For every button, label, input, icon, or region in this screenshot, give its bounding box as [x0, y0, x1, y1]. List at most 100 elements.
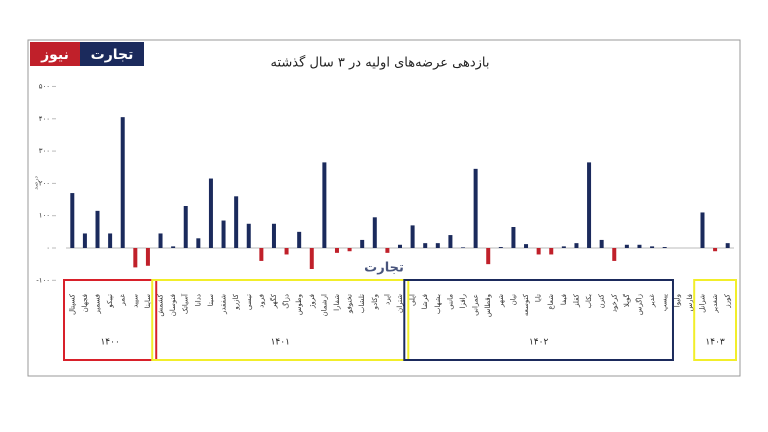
- x-tick-label: فنوسان: [169, 294, 177, 316]
- bar: [360, 239, 365, 248]
- x-tick-label: عمرانی: [472, 294, 480, 316]
- x-tick-label: وطوس: [295, 294, 303, 315]
- x-tick-label: وقطاس: [484, 294, 492, 317]
- x-tick-label: کازرو: [232, 293, 240, 310]
- bar: [448, 235, 453, 248]
- x-tick-label: وکادو: [371, 294, 379, 310]
- bar: [95, 210, 100, 248]
- x-tick-label: زاگرس: [634, 294, 643, 315]
- x-tick-label: تلشاب: [358, 294, 366, 313]
- bar: [637, 244, 642, 248]
- x-tick-label: گوپلا: [622, 293, 631, 307]
- bar: [700, 212, 705, 248]
- x-tick-label: تابا: [535, 294, 543, 302]
- watermark: تجارت: [364, 261, 404, 276]
- x-tick-label: بشهاب: [434, 294, 442, 314]
- x-tick-label: رافزا: [459, 294, 467, 308]
- y-tick-label: ۲۰۰: [39, 179, 50, 187]
- x-tick-label: فیفا: [560, 294, 568, 305]
- x-tick-label: ددانا: [194, 294, 202, 306]
- x-tick-label: شعاع: [547, 294, 555, 310]
- x-tick-label: سیتا: [207, 294, 215, 306]
- x-tick-label: کسپتال: [68, 293, 76, 315]
- x-tick-label: کورز: [724, 293, 732, 308]
- bar: [108, 233, 113, 248]
- x-tick-label: فرود: [257, 294, 265, 308]
- x-tick-label: کگهر: [269, 293, 278, 309]
- bar: [246, 223, 251, 248]
- bar: [410, 225, 415, 248]
- bar: [196, 238, 201, 248]
- bar: [309, 248, 314, 269]
- bar: [561, 246, 566, 248]
- bar: [398, 244, 402, 248]
- bar: [599, 239, 604, 248]
- x-tick-label: دزاگ: [282, 294, 291, 309]
- bar: [624, 244, 629, 248]
- y-tick-label: ۴۰۰: [39, 115, 50, 123]
- bar: [713, 248, 718, 252]
- x-tick-label: فسمیر: [94, 294, 102, 315]
- bar: [158, 233, 163, 248]
- logo-name: تجارت: [91, 47, 134, 63]
- bar: [145, 248, 150, 266]
- logo-box: [80, 42, 144, 66]
- bar: [650, 246, 655, 248]
- bar: [221, 220, 226, 248]
- bar: [133, 248, 138, 268]
- x-tick-label: آپلی: [408, 293, 417, 306]
- x-tick-label: ولیوا: [673, 294, 681, 307]
- bar: [662, 247, 667, 248]
- bar: [574, 243, 579, 248]
- bar: [549, 248, 554, 255]
- x-tick-label: آسیاتک: [181, 293, 190, 314]
- x-tick-label: نیان: [509, 294, 517, 305]
- bar: [171, 246, 176, 248]
- bar: [284, 248, 289, 255]
- group-label: ۱۴۰۱: [271, 338, 290, 348]
- bar: [183, 206, 188, 248]
- bar: [234, 196, 239, 248]
- group-label: ۱۴۰۳: [705, 338, 725, 348]
- y-tick-label: ۳۰۰: [39, 147, 50, 155]
- bar: [259, 248, 264, 261]
- bar: [372, 217, 377, 248]
- bar: [208, 178, 213, 248]
- x-tick-label: ماننی: [446, 294, 454, 310]
- x-tick-label: غمر: [119, 294, 127, 307]
- x-tick-label: تیسی: [245, 294, 253, 310]
- bar: [461, 247, 466, 248]
- x-tick-label: کرخود: [610, 293, 618, 312]
- x-tick-label: تخنوفو: [346, 294, 354, 314]
- x-tick-label: بکاب: [585, 294, 593, 309]
- x-tick-label: کشمش: [157, 293, 165, 316]
- bar: [82, 233, 87, 248]
- x-tick-label: فارس: [686, 294, 694, 311]
- x-tick-label: فجهان: [81, 294, 89, 312]
- x-tick-label: کقلز: [572, 293, 580, 308]
- logo-accent: نیوز: [40, 47, 69, 63]
- x-tick-label: غدیر: [648, 294, 656, 308]
- bar: [322, 162, 327, 248]
- bar: [297, 231, 302, 248]
- bar: [612, 248, 617, 261]
- bar: [587, 162, 592, 248]
- bar: [120, 117, 125, 249]
- x-tick-label: کتوسعه: [522, 293, 530, 316]
- x-tick-label: فرشا: [421, 294, 429, 309]
- bar: [536, 248, 541, 255]
- y-tick-label: -۱۰۰: [36, 276, 50, 284]
- group-box: [63, 279, 158, 361]
- chart-title: بازدهی عرضه‌های اولیه در ۳ سال گذشته: [271, 55, 490, 71]
- chart-frame: [27, 39, 741, 377]
- x-tick-label: ارشمان: [320, 294, 328, 317]
- x-tick-label: پیسپ: [661, 294, 669, 311]
- x-tick-label: شهر: [497, 294, 505, 308]
- bar: [435, 243, 440, 248]
- bar: [334, 248, 339, 253]
- group-label: ۱۴۰۰: [100, 338, 119, 348]
- group-box: [693, 279, 737, 361]
- bar: [271, 223, 276, 248]
- bar: [524, 244, 529, 248]
